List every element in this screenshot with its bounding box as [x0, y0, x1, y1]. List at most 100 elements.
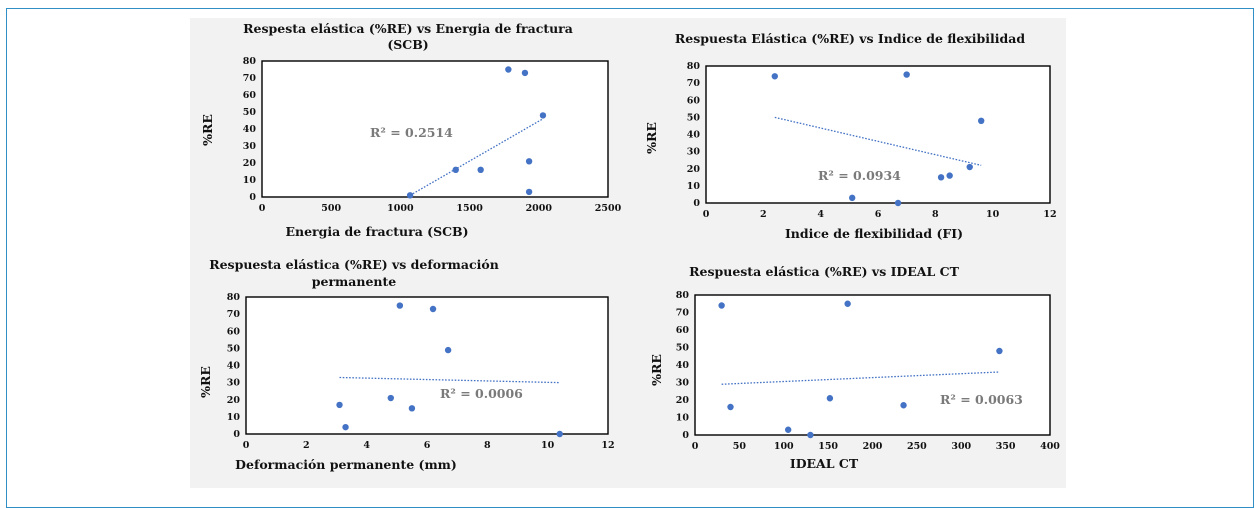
data-point [900, 402, 907, 409]
x-tick-label: 250 [907, 441, 927, 452]
chart-title: Respuesta Elástica (%RE) vs Indice de fl… [675, 31, 1025, 46]
y-tick-label: 80 [243, 56, 257, 67]
x-tick-label: 4 [363, 440, 370, 451]
x-tick-label: 350 [996, 441, 1016, 452]
y-tick-label: 10 [243, 175, 257, 186]
x-tick-label: 6 [875, 209, 882, 220]
chart-title-line2: (SCB) [387, 37, 428, 52]
y-tick-label: 60 [227, 326, 241, 337]
data-point [844, 300, 851, 307]
data-point [444, 346, 452, 354]
data-point [525, 188, 533, 196]
y-axis-label: %RE [200, 114, 215, 146]
y-tick-label: 30 [227, 378, 241, 389]
data-point [903, 71, 910, 78]
x-tick-label: 2 [760, 209, 767, 220]
chart-title: Respuesta elástica (%RE) vs IDEAL CT [689, 264, 959, 279]
y-tick-label: 40 [676, 360, 690, 371]
x-tick-label: 50 [733, 441, 747, 452]
chart-energia-fractura: Respesta elástica (%RE) vs Energia de fr… [200, 21, 622, 239]
y-tick-label: 30 [243, 141, 257, 152]
data-point [826, 395, 834, 402]
data-point [807, 431, 814, 439]
r-squared-label: R² = 0.0934 [818, 168, 901, 183]
data-point [784, 426, 792, 433]
x-tick-label: 400 [1040, 441, 1060, 452]
x-tick-label: 300 [951, 441, 971, 452]
data-point [966, 163, 973, 171]
y-tick-label: 0 [693, 198, 700, 209]
y-tick-label: 40 [227, 361, 241, 372]
data-point [727, 403, 734, 411]
x-tick-label: 0 [703, 209, 710, 220]
y-tick-label: 60 [676, 325, 690, 336]
y-tick-label: 20 [243, 158, 257, 169]
chart-ideal-ct: Respuesta elástica (%RE) vs IDEAL CT 0 10 2… [649, 264, 1060, 471]
x-tick-label: 12 [1043, 209, 1056, 220]
data-point [429, 305, 437, 313]
data-point [525, 158, 533, 165]
r-squared-label: R² = 0.0063 [940, 392, 1023, 407]
data-point [849, 194, 856, 202]
data-point [996, 347, 1003, 355]
x-tick-label: 0 [692, 441, 699, 452]
plot-area [261, 60, 609, 198]
x-tick-label: 2500 [595, 203, 622, 214]
chart-title-line2: permanente [312, 274, 397, 289]
data-point [452, 166, 459, 173]
trendline [721, 371, 1000, 385]
y-tick-label: 30 [676, 378, 690, 389]
x-tick-label: 12 [601, 440, 614, 451]
x-tick-label: 0 [259, 203, 266, 214]
trendline [774, 116, 982, 166]
x-axis-label: Energia de fractura (SCB) [285, 224, 468, 239]
y-tick-label: 40 [243, 124, 257, 135]
x-tick-label: 4 [817, 209, 824, 220]
chart-title: Respesta elástica (%RE) vs Energia de fr… [243, 21, 573, 36]
data-point [477, 166, 484, 173]
y-tick-label: 70 [687, 78, 701, 89]
x-tick-label: 1500 [456, 203, 483, 214]
x-tick-label: 2 [303, 440, 310, 451]
y-tick-label: 60 [243, 90, 257, 101]
data-point [894, 199, 902, 207]
x-tick-label: 500 [321, 203, 341, 214]
y-tick-label: 50 [243, 107, 257, 118]
x-tick-label: 10 [541, 440, 555, 451]
y-tick-label: 10 [687, 181, 701, 192]
data-point [336, 401, 343, 409]
y-tick-label: 10 [676, 413, 690, 424]
y-tick-label: 20 [687, 164, 701, 175]
y-tick-label: 70 [676, 308, 690, 319]
plot-area [705, 65, 1051, 204]
y-tick-label: 40 [687, 130, 701, 141]
plot-area [694, 294, 1051, 436]
data-point [718, 302, 725, 309]
y-axis-label: %RE [198, 366, 213, 398]
chart-indice-flexibilidad: Respuesta Elástica (%RE) vs Indice de fl… [644, 31, 1057, 241]
data-point [937, 174, 945, 181]
y-tick-label: 0 [233, 429, 240, 440]
x-tick-label: 10 [986, 209, 1000, 220]
data-point [406, 192, 414, 199]
x-tick-label: 8 [484, 440, 491, 451]
x-tick-label: 1000 [387, 203, 414, 214]
y-axis-label: %RE [644, 122, 659, 154]
x-tick-label: 200 [863, 441, 883, 452]
x-axis-label: IDEAL CT [790, 456, 859, 471]
data-point [946, 172, 953, 179]
r-squared-label: R² = 0.0006 [440, 386, 523, 401]
data-point [342, 423, 349, 431]
x-tick-label: 150 [818, 441, 838, 452]
r-squared-label: R² = 0.2514 [370, 125, 453, 140]
y-axis-label: %RE [649, 354, 664, 386]
y-tick-label: 80 [687, 61, 701, 72]
y-tick-label: 20 [227, 395, 241, 406]
y-tick-label: 60 [687, 95, 701, 106]
y-tick-label: 70 [243, 73, 257, 84]
y-tick-label: 10 [227, 412, 241, 423]
data-point [771, 73, 778, 80]
y-tick-label: 50 [687, 112, 701, 123]
y-tick-label: 80 [227, 292, 241, 303]
data-point [539, 112, 547, 119]
